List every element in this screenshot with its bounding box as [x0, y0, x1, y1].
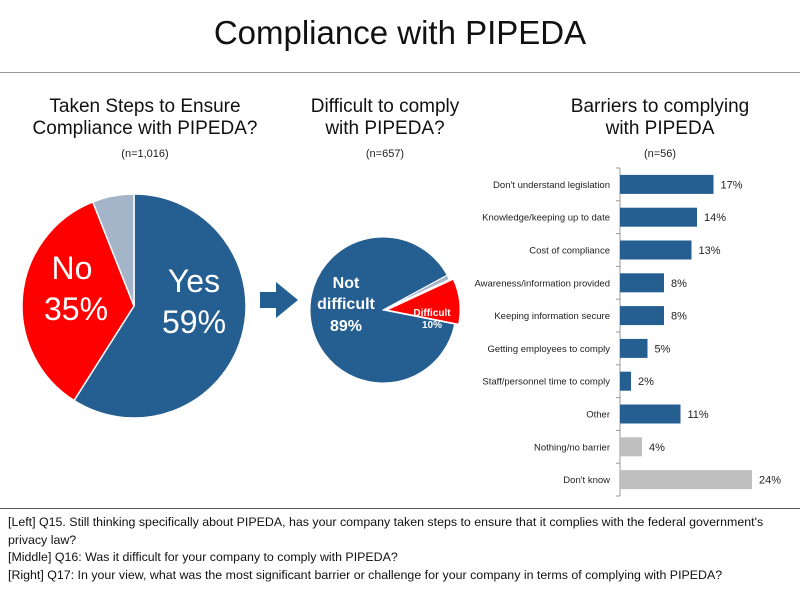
footnotes: [Left] Q15. Still thinking specifically … [8, 514, 792, 584]
middle-pie-slice-other [382, 274, 450, 311]
left-pie-value-yes: 59% [162, 304, 226, 340]
bar-category-label: Keeping information secure [494, 311, 610, 322]
middle-chart-title: Difficult to comply with PIPEDA? [285, 96, 485, 140]
bar-value-label: 4% [649, 442, 665, 454]
bar-category-label: Don't know [563, 475, 610, 486]
bar [620, 240, 692, 260]
bar [620, 470, 752, 490]
bar-category-label: Other [586, 410, 610, 421]
bar [620, 306, 664, 326]
right-chart-sample-size: (n=56) [643, 148, 677, 160]
bar-category-label: Don't understand legislation [493, 180, 610, 191]
left-chart-sample-size: (n=1,016) [121, 148, 169, 160]
bar-value-label: 8% [671, 311, 687, 323]
left-chart-title-line1: Taken Steps to Ensure [49, 96, 241, 117]
left-pie-label-no: No [52, 250, 93, 286]
right-arrow-icon [260, 282, 298, 318]
page-title: Compliance with PIPEDA [213, 14, 587, 51]
right-chart-title: Barriers to complying with PIPEDA [545, 96, 775, 140]
bar-value-label: 14% [704, 212, 726, 224]
bar-category-label: Getting employees to comply [487, 344, 610, 355]
left-pie-value-no: 35% [44, 291, 108, 327]
bar [620, 174, 714, 194]
footnote-middle: [Middle] Q16: Was it difficult for your … [8, 550, 398, 564]
middle-pie-label-difficult-word: difficult [317, 296, 375, 313]
middle-pie-label-not: Not [333, 275, 360, 292]
middle-pie-value-not-difficult: 89% [330, 318, 362, 335]
bar-value-label: 8% [671, 278, 687, 290]
left-pie-slice-yes [72, 193, 247, 419]
bar-value-label: 2% [638, 376, 654, 388]
left-pie-label-yes: Yes [168, 263, 220, 299]
right-chart-title-line2: with PIPEDA [605, 118, 715, 139]
bar [620, 404, 681, 424]
left-chart-title-line2: Compliance with PIPEDA? [32, 118, 258, 139]
title-divider [0, 72, 800, 73]
bar-category-label: Staff/personnel time to comply [482, 377, 610, 388]
bar [620, 371, 631, 391]
middle-chart-title-line1: Difficult to comply [310, 96, 460, 117]
footnote-divider [0, 508, 800, 509]
bar [620, 273, 664, 293]
bar-category-label: Nothing/no barrier [534, 442, 610, 453]
footnote-left: [Left] Q15. Still thinking specifically … [8, 515, 764, 547]
footnote-right: [Right] Q17: In your view, what was the … [8, 567, 723, 582]
barriers-bar-chart: Don't understand legislation 17% Knowledge… [474, 167, 781, 497]
bar-value-label: 17% [721, 179, 743, 191]
bar [620, 207, 697, 227]
bar-value-label: 13% [699, 245, 721, 257]
bar [620, 437, 642, 457]
left-chart-title: Taken Steps to Ensure Compliance with PI… [20, 96, 270, 140]
middle-pie-label-difficult: Difficult [413, 308, 451, 319]
middle-pie-slice-difficult [385, 278, 461, 325]
right-chart-title-line1: Barriers to complying [570, 96, 750, 117]
bar [620, 338, 648, 358]
left-pie-slice-other [91, 193, 135, 307]
middle-pie-value-difficult: 10% [422, 320, 442, 331]
bar-value-label: 5% [655, 343, 671, 355]
left-pie-chart: Yes 59% No 35% [21, 193, 247, 419]
bar-category-label: Awareness/information provided [474, 278, 610, 289]
bar-category-label: Cost of compliance [529, 246, 610, 257]
left-pie-slice-no [21, 200, 135, 402]
middle-chart-sample-size: (n=657) [365, 148, 405, 160]
middle-pie-slice-not-difficult [309, 236, 456, 384]
bar-value-label: 11% [688, 409, 709, 421]
bar-value-label: 24% [759, 475, 781, 487]
bar-category-label: Knowledge/keeping up to date [482, 213, 610, 224]
middle-chart-title-line2: with PIPEDA? [325, 118, 445, 139]
